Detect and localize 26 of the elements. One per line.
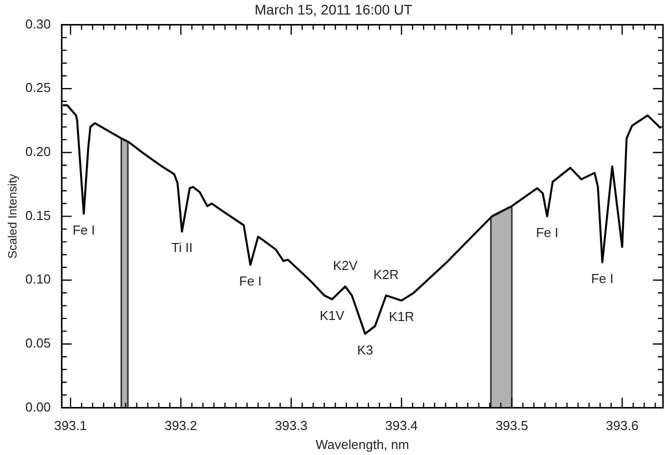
x-tick-label: 393.5 <box>496 418 528 434</box>
annotation: K2R <box>373 267 399 282</box>
x-tick-label: 393.3 <box>274 418 308 434</box>
annotation: K2V <box>332 258 358 274</box>
x-tick-label: 393.4 <box>385 418 418 434</box>
y-tick-label: 0.20 <box>25 144 51 160</box>
annotation: Ti II <box>171 240 193 256</box>
chart-title: March 15, 2011 16:00 UT <box>254 1 413 18</box>
y-tick-label: 0.00 <box>25 399 51 414</box>
y-axis-title: Scaled Intensity <box>6 174 20 259</box>
x-tick-label: 393.6 <box>606 418 638 434</box>
x-axis-title: Wavelength, nm <box>316 436 410 452</box>
x-tick-label: 393.1 <box>54 418 87 434</box>
annotation: Fe I <box>239 273 262 288</box>
y-tick-label: 0.10 <box>25 272 51 287</box>
y-tick-label: 0.30 <box>25 16 51 32</box>
y-tick-label: 0.25 <box>25 80 51 96</box>
annotation: K1R <box>388 309 414 324</box>
y-tick-label: 0.15 <box>25 208 51 223</box>
annotation: Fe I <box>72 222 95 238</box>
y-tick-label: 0.05 <box>25 336 51 351</box>
x-tick-label: 393.2 <box>164 418 198 434</box>
annotation: K1V <box>320 308 345 323</box>
annotation: K3 <box>357 342 374 358</box>
annotation: Fe I <box>536 224 558 240</box>
annotation: Fe I <box>591 270 614 286</box>
